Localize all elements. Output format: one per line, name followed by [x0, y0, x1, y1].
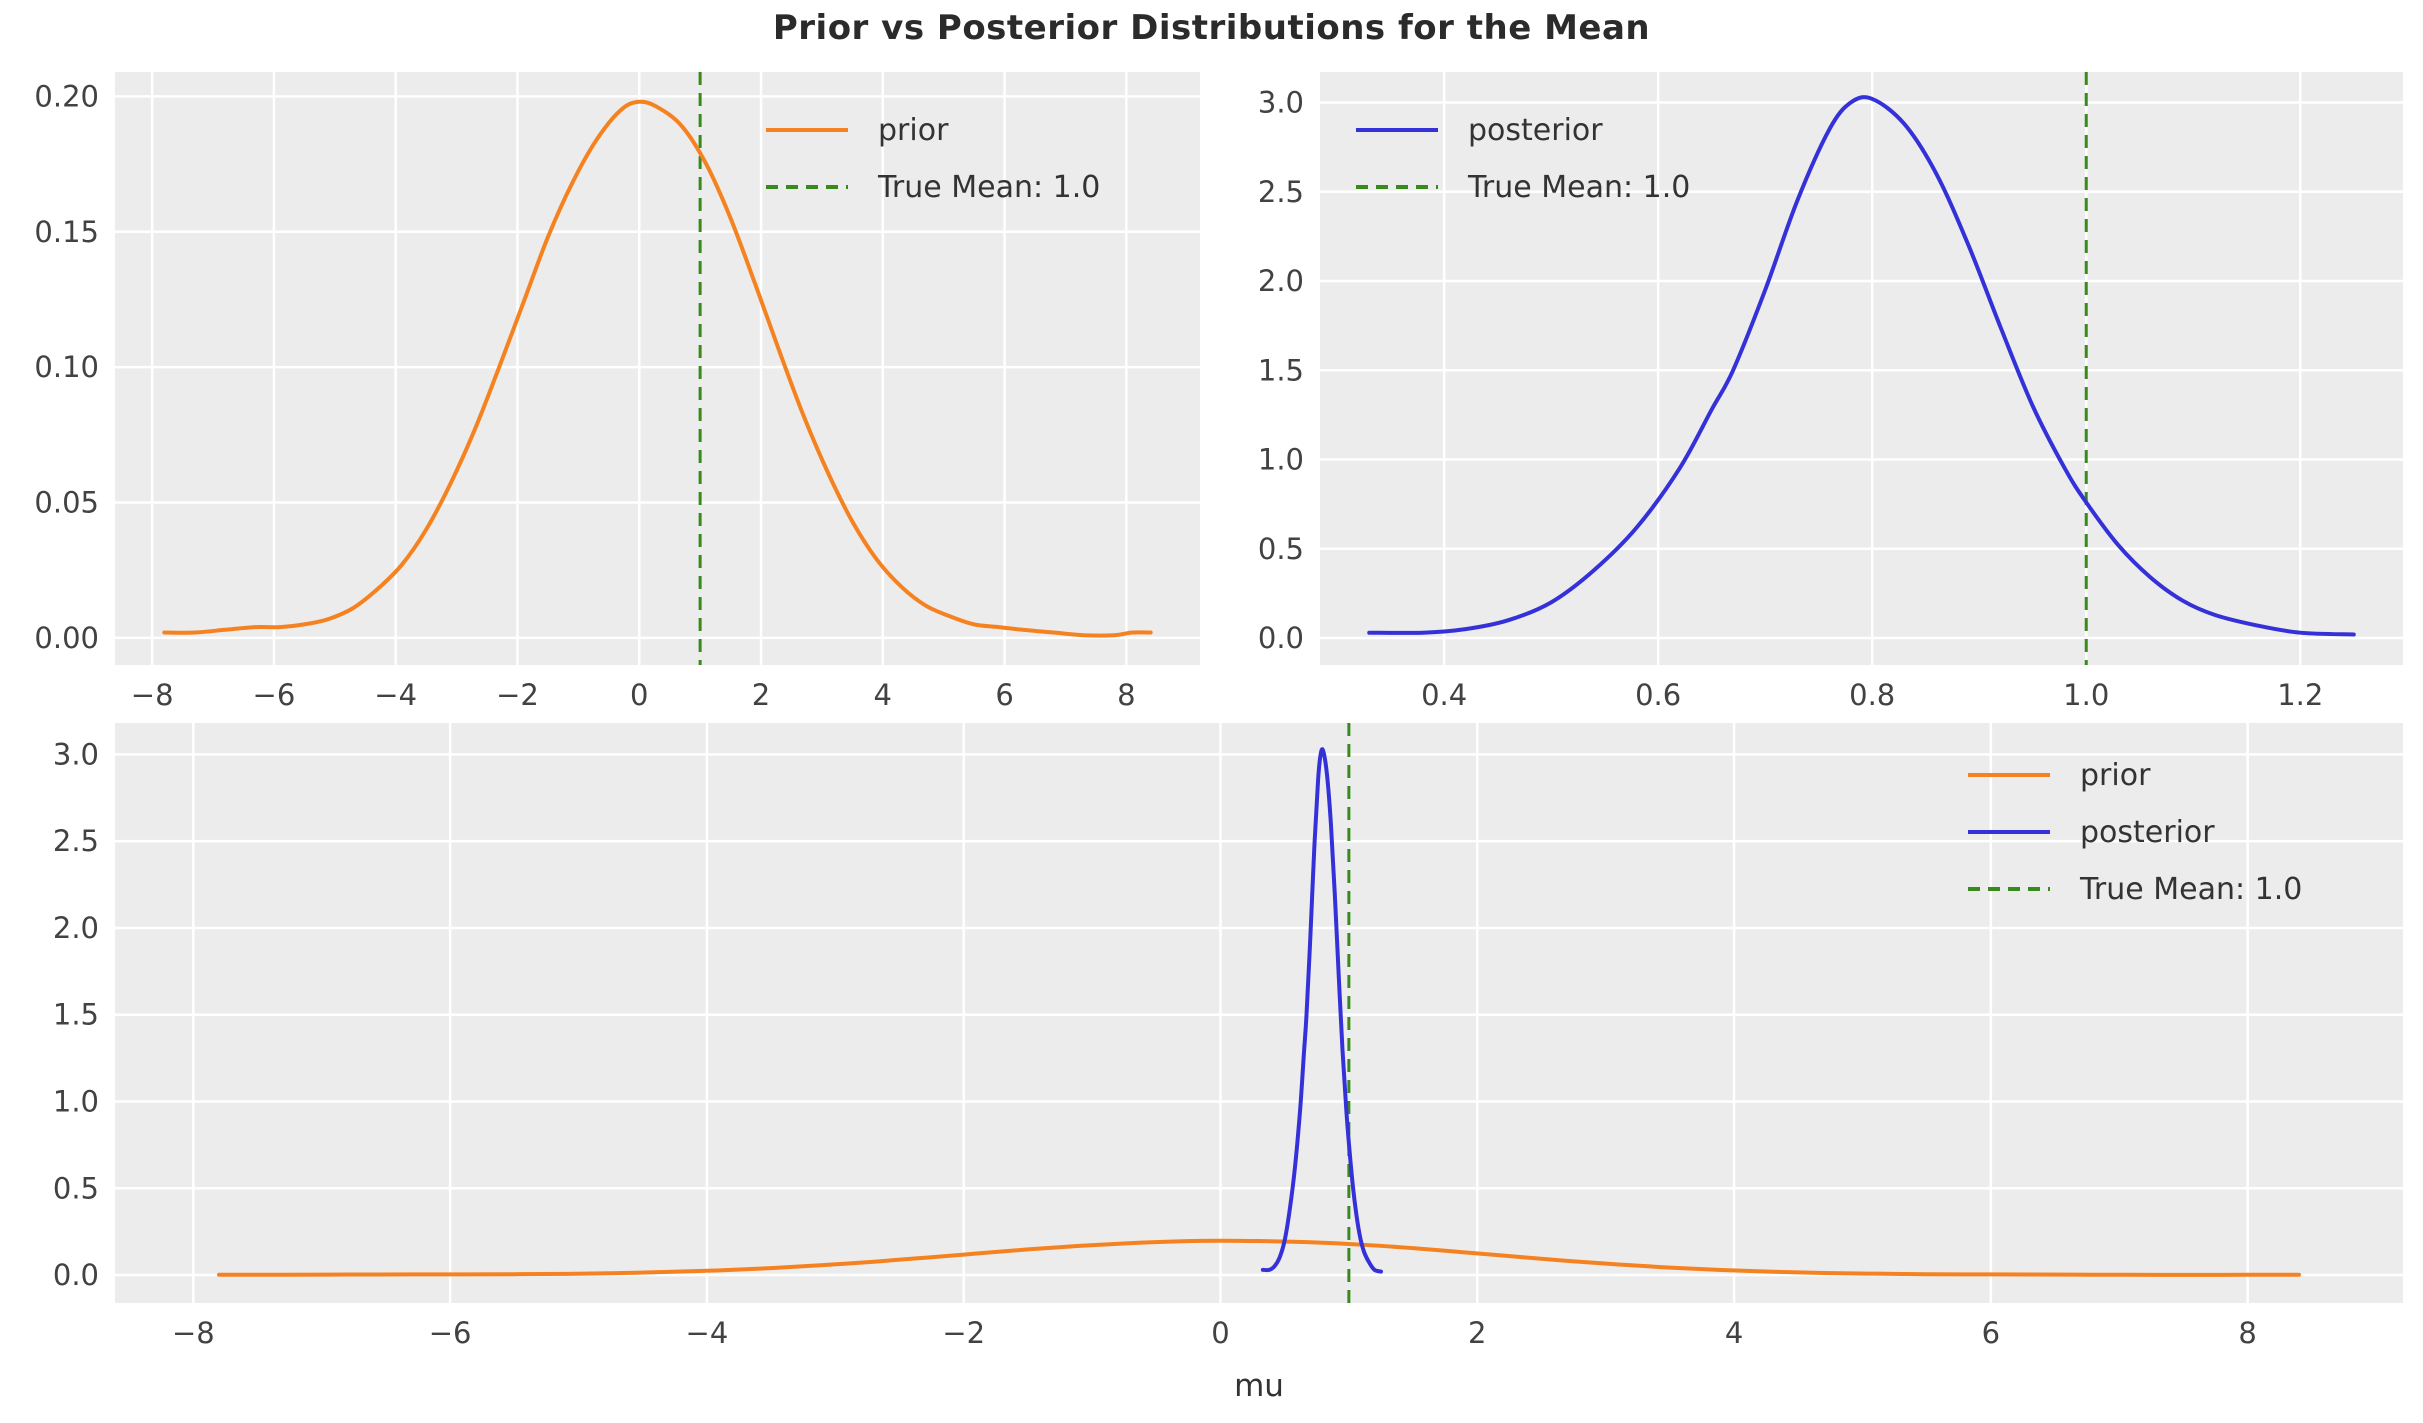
y-tick-label: 1.5: [1258, 353, 1304, 387]
x-tick-label: 4: [1725, 1316, 1743, 1350]
y-tick-label: 0.0: [53, 1258, 99, 1292]
subplot-top_left: −8 −6 −4 −2 0 2 4 6 8 0.00 0.05 0.10 0.15 0.20 prior Tr…: [34, 72, 1200, 712]
x-tick-label: 0.4: [1421, 678, 1467, 712]
x-tick-label: 0.6: [1635, 678, 1681, 712]
x-tick-label: 2: [1468, 1316, 1486, 1350]
x-tick-label: 0: [1211, 1316, 1229, 1350]
x-tick-label: −8: [172, 1316, 215, 1350]
y-tick-label: 2.5: [1258, 175, 1304, 209]
subplot-bottom: −8 −6 −4 −2 0 2 4 6 8 0.0 0.5 1.0 1.5 2.0 2.5 3.0 prior p…: [53, 723, 2403, 1350]
x-tick-label: −6: [429, 1316, 472, 1350]
y-tick-label: 2.5: [53, 824, 99, 858]
x-tick-label: 0: [630, 678, 648, 712]
y-tick-label: 0.15: [34, 215, 99, 249]
legend-label: posterior: [2080, 815, 2215, 850]
y-tick-label: 0.5: [1258, 532, 1304, 566]
figure-title: Prior vs Posterior Distributions for the…: [772, 8, 1651, 48]
axes-background: [1320, 72, 2403, 665]
y-tick-label: 0.05: [34, 486, 99, 520]
y-tick-label: 3.0: [1258, 86, 1304, 120]
x-tick-label: 4: [874, 678, 892, 712]
y-tick-label: 0.10: [34, 350, 99, 384]
y-tick-label: 0.20: [34, 79, 99, 113]
x-tick-label: 6: [1982, 1316, 2000, 1350]
x-tick-label: 8: [1117, 678, 1135, 712]
x-tick-label: −6: [253, 678, 296, 712]
legend-label: posterior: [1468, 113, 1603, 148]
x-tick-label: 2: [752, 678, 770, 712]
y-tick-label: 1.0: [1258, 443, 1304, 477]
x-tick-label: 6: [995, 678, 1013, 712]
y-tick-label: 1.0: [53, 1085, 99, 1119]
x-axis-label: mu: [1234, 1368, 1284, 1404]
x-tick-label: −2: [942, 1316, 985, 1350]
y-tick-label: 0.5: [53, 1171, 99, 1205]
y-tick-label: 0.00: [34, 621, 99, 655]
legend-label: prior: [878, 113, 949, 148]
posterior-curve: [1367, 95, 2356, 637]
prior-curve: [217, 1238, 2301, 1277]
x-tick-label: 8: [2238, 1316, 2256, 1350]
axes-background: [115, 72, 1200, 665]
legend-label: True Mean: 1.0: [877, 170, 1100, 205]
prior-curve: [162, 99, 1153, 638]
y-tick-label: 3.0: [53, 737, 99, 771]
x-tick-label: 1.2: [2277, 678, 2323, 712]
y-tick-label: 2.0: [53, 911, 99, 945]
subplot-top_right: 0.4 0.6 0.8 1.0 1.2 0.0 0.5 1.0 1.5 2.0 2.5 3.0 post…: [1258, 72, 2403, 712]
y-tick-label: 1.5: [53, 998, 99, 1032]
y-tick-label: 2.0: [1258, 264, 1304, 298]
x-tick-label: −4: [374, 678, 417, 712]
legend-label: True Mean: 1.0: [2079, 872, 2302, 907]
x-tick-label: −8: [131, 678, 174, 712]
y-tick-label: 0.0: [1258, 621, 1304, 655]
x-tick-label: 0.8: [1849, 678, 1895, 712]
x-tick-label: −4: [686, 1316, 729, 1350]
posterior-curve: [1260, 747, 1383, 1274]
legend-label: prior: [2080, 758, 2151, 793]
legend-label: True Mean: 1.0: [1467, 170, 1690, 205]
x-tick-label: 1.0: [2063, 678, 2109, 712]
axes-background: [115, 723, 2403, 1303]
x-tick-label: −2: [496, 678, 539, 712]
